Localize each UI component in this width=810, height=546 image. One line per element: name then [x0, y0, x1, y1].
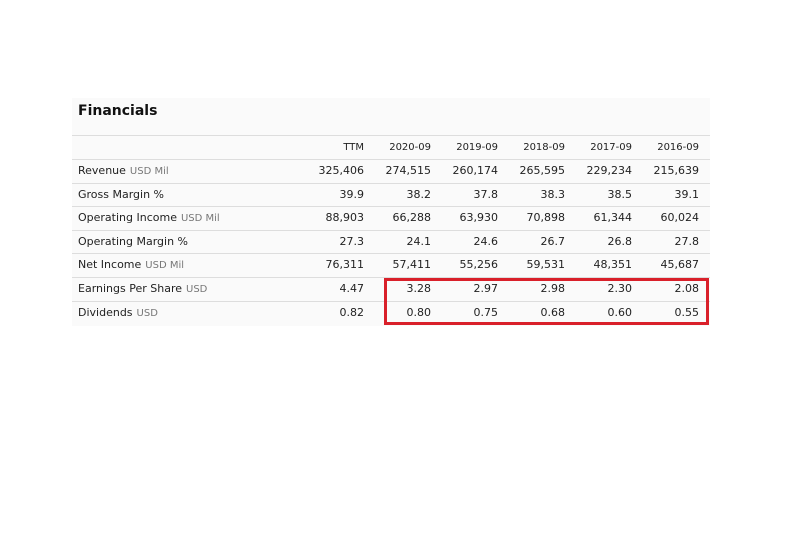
cell-value: 274,515	[385, 164, 432, 177]
highlight-box	[384, 278, 709, 325]
row-label: Earnings Per Share USD	[78, 282, 207, 297]
cell-value: 38.5	[607, 187, 633, 201]
cell-value: 48,351	[593, 258, 633, 272]
cell-value: 0.60	[607, 305, 633, 319]
cell-value: 39.9	[339, 187, 365, 201]
row-label-text: Operating Margin %	[78, 234, 189, 248]
row-unit: USD Mil	[145, 260, 185, 272]
row-label: Operating Income USD Mil	[78, 211, 220, 226]
cell-value: 260,174	[452, 164, 499, 177]
rule	[72, 229, 710, 231]
cell-value: 27.3	[339, 234, 365, 248]
cell-value: 39.1	[674, 187, 700, 201]
cell-value: 66,288	[392, 211, 432, 225]
cell-value: 24.1	[406, 234, 432, 248]
cell-value: 57,411	[392, 258, 432, 272]
column-header: TTM	[343, 142, 364, 153]
cell-value: 325,406	[318, 164, 365, 177]
cell-value: 229,234	[586, 164, 633, 177]
cell-value: 38.2	[406, 187, 432, 201]
row-label: Revenue USD Mil	[78, 164, 169, 179]
row-unit: USD	[186, 284, 208, 295]
cell-value: 45,687	[660, 258, 700, 272]
cell-value: 61,344	[593, 211, 633, 225]
row-label-text: Gross Margin %	[78, 187, 165, 201]
cell-value: 70,898	[526, 211, 566, 225]
section-title: Financials	[78, 103, 158, 119]
row-label-text: Net Income	[78, 258, 142, 272]
row-label: Net Income USD Mil	[78, 258, 184, 273]
row-label: Dividends USD	[78, 306, 158, 321]
rule	[72, 135, 710, 136]
row-label-text: Operating Income	[78, 211, 177, 225]
row-label-text: Earnings Per Share	[78, 282, 183, 295]
cell-value: 0.82	[339, 305, 365, 319]
cell-value: 76,311	[325, 258, 365, 272]
cell-value: 3.28	[406, 282, 432, 295]
cell-value: 2.98	[540, 282, 566, 295]
row-label-text: Dividends	[78, 305, 133, 319]
row-label: Operating Margin %	[78, 235, 188, 249]
row-unit: USD Mil	[129, 166, 169, 177]
cell-value: 88,903	[325, 211, 365, 225]
column-header: 2017-09	[590, 142, 632, 153]
column-header: 2018-09	[523, 142, 565, 153]
cell-value: 2.30	[607, 282, 633, 295]
row-label-text: Revenue	[78, 164, 126, 177]
rule	[72, 253, 710, 255]
cell-value: 26.7	[540, 234, 566, 248]
rule	[72, 206, 710, 208]
column-header: 2019-09	[456, 142, 498, 153]
cell-value: 55,256	[459, 258, 499, 272]
cell-value: 2.97	[473, 282, 499, 295]
cell-value: 0.75	[473, 305, 499, 319]
cell-value: 0.80	[406, 305, 432, 319]
row-unit: USD Mil	[180, 213, 220, 225]
cell-value: 37.8	[473, 187, 499, 201]
cell-value: 4.47	[339, 282, 365, 295]
cell-value: 26.8	[607, 234, 633, 248]
rule	[72, 159, 710, 160]
row-unit: USD	[136, 307, 158, 319]
cell-value: 215,639	[653, 164, 700, 177]
column-header: 2016-09	[657, 142, 699, 153]
row-label: Gross Margin %	[78, 188, 164, 202]
column-header: 2020-09	[389, 142, 431, 153]
rule	[72, 300, 710, 302]
cell-value: 59,531	[526, 258, 566, 272]
cell-value: 63,930	[459, 211, 499, 225]
cell-value: 38.3	[540, 187, 566, 201]
cell-value: 60,024	[660, 211, 700, 225]
rule	[72, 277, 710, 278]
cell-value: 265,595	[519, 164, 566, 177]
cell-value: 0.68	[540, 305, 566, 319]
cell-value: 24.6	[473, 234, 499, 248]
financials-panel	[72, 98, 710, 326]
cell-value: 2.08	[674, 282, 700, 295]
cell-value: 0.55	[674, 305, 700, 319]
rule	[72, 182, 710, 184]
cell-value: 27.8	[674, 234, 700, 248]
